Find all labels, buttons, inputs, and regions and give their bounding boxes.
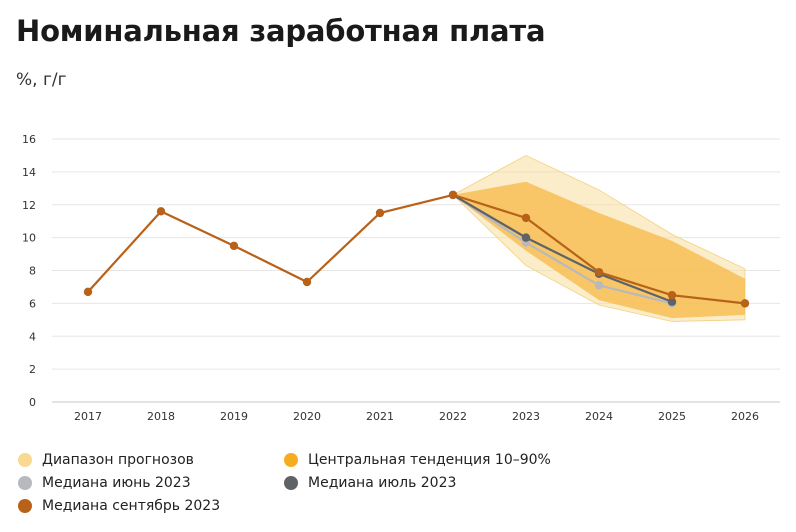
x-tick-label: 2025 bbox=[658, 410, 686, 423]
data-point[interactable] bbox=[740, 299, 750, 308]
legend-label: Медиана сентябрь 2023 bbox=[42, 498, 221, 514]
legend-item-median-september[interactable]: Медиана сентябрь 2023 bbox=[18, 498, 220, 514]
legend-marker bbox=[284, 476, 298, 490]
y-tick-label: 4 bbox=[29, 330, 36, 343]
forecast-bands bbox=[452, 154, 746, 322]
legend-marker bbox=[18, 476, 32, 490]
y-tick-label: 0 bbox=[29, 396, 36, 409]
data-point[interactable] bbox=[521, 233, 531, 242]
legend-marker bbox=[18, 499, 32, 513]
legend-label: Диапазон прогнозов bbox=[42, 452, 194, 468]
y-tick-label: 8 bbox=[29, 265, 36, 278]
y-tick-label: 6 bbox=[29, 297, 36, 310]
x-tick-label: 2022 bbox=[439, 410, 467, 423]
series-points bbox=[83, 190, 750, 308]
data-point[interactable] bbox=[229, 241, 239, 251]
chart-subtitle: %, г/г bbox=[16, 70, 67, 90]
data-point[interactable] bbox=[521, 213, 531, 223]
legend-label: Медиана июль 2023 bbox=[308, 475, 457, 491]
y-tick-label: 12 bbox=[22, 199, 36, 212]
x-tick-label: 2017 bbox=[74, 410, 102, 423]
y-tick-label: 2 bbox=[29, 363, 36, 376]
series-lines bbox=[87, 193, 746, 305]
x-tick-label: 2021 bbox=[366, 410, 394, 423]
y-axis-ticks: 0 2 4 6 8 10 12 14 16 bbox=[22, 133, 36, 409]
data-point[interactable] bbox=[83, 287, 93, 297]
x-tick-label: 2020 bbox=[293, 410, 321, 423]
data-point[interactable] bbox=[448, 190, 458, 200]
data-point[interactable] bbox=[594, 267, 604, 277]
y-tick-label: 10 bbox=[22, 232, 36, 245]
series-line bbox=[452, 193, 673, 305]
series-line bbox=[452, 193, 673, 303]
legend-label: Медиана июнь 2023 bbox=[42, 475, 191, 491]
data-point[interactable] bbox=[667, 297, 677, 306]
x-axis-ticks: 2017 2018 2019 2020 2021 2022 2023 2024 2025 2026 bbox=[74, 410, 759, 423]
x-tick-label: 2018 bbox=[147, 410, 175, 423]
legend-label: Центральная тенденция 10–90% bbox=[308, 452, 551, 468]
y-tick-label: 14 bbox=[22, 166, 36, 179]
legend-item-central-tendency[interactable]: Центральная тенденция 10–90% bbox=[284, 452, 551, 468]
legend-marker bbox=[18, 453, 32, 467]
data-point[interactable] bbox=[667, 290, 677, 300]
x-tick-label: 2024 bbox=[585, 410, 613, 423]
data-point[interactable] bbox=[375, 208, 385, 218]
x-tick-label: 2019 bbox=[220, 410, 248, 423]
chart-title: Номинальная заработная плата bbox=[16, 14, 546, 48]
legend-item-forecast-range[interactable]: Диапазон прогнозов bbox=[18, 452, 194, 468]
data-point[interactable] bbox=[594, 281, 604, 290]
legend-marker bbox=[284, 453, 298, 467]
x-tick-label: 2023 bbox=[512, 410, 540, 423]
legend-item-median-june[interactable]: Медиана июнь 2023 bbox=[18, 475, 191, 491]
y-tick-label: 16 bbox=[22, 133, 36, 146]
series-line bbox=[87, 193, 746, 305]
data-point[interactable] bbox=[156, 207, 166, 216]
data-point[interactable] bbox=[302, 277, 312, 287]
x-tick-label: 2026 bbox=[731, 410, 759, 423]
legend-item-median-july[interactable]: Медиана июль 2023 bbox=[284, 475, 456, 491]
